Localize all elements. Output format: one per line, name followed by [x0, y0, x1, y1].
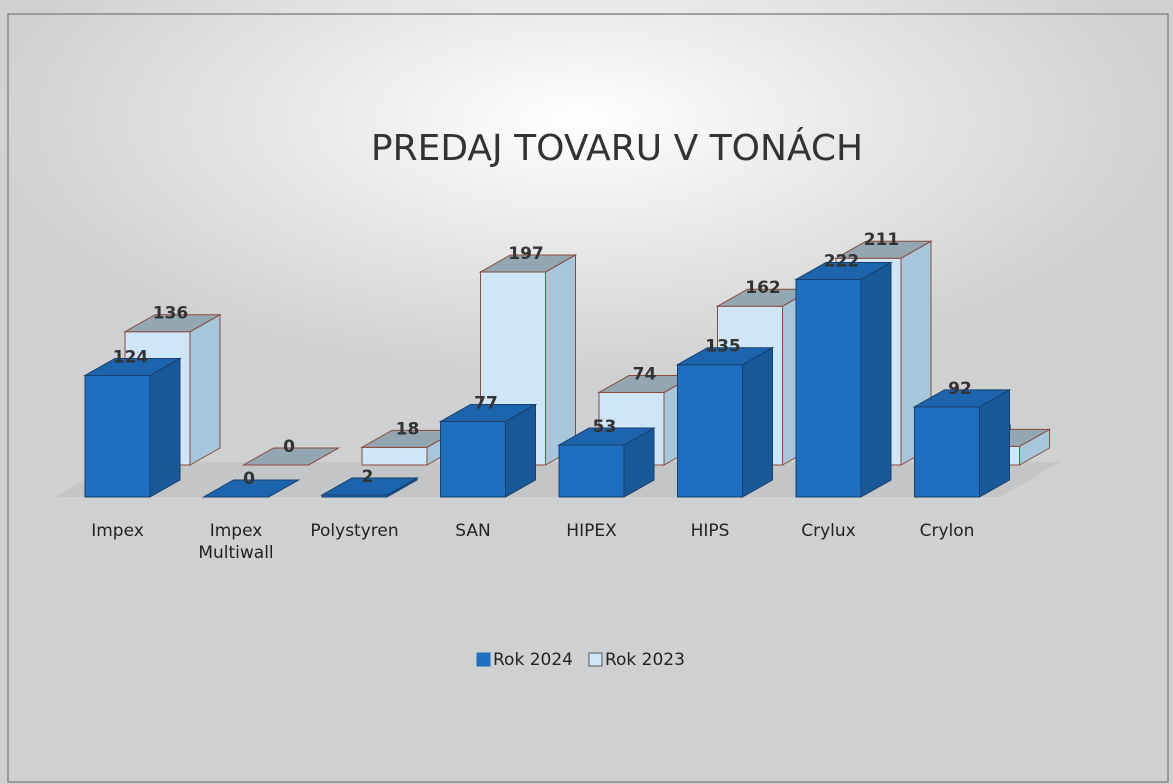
data-label: 222: [824, 251, 860, 271]
data-label: 136: [153, 304, 189, 324]
data-label: 197: [508, 244, 544, 264]
data-label: 18: [396, 419, 420, 439]
bar: [361, 446, 428, 466]
x-tick-label: SAN: [455, 521, 491, 541]
bar-side: [860, 261, 892, 498]
x-tick-label: Crylux: [801, 521, 856, 541]
bar: [440, 421, 506, 498]
legend-label: Rok 2023: [605, 650, 685, 670]
bar: [558, 444, 625, 498]
bar-side: [742, 346, 773, 498]
bar-top: [557, 427, 656, 446]
bar: [84, 374, 151, 498]
floor: [55, 462, 1060, 497]
data-label: 74: [633, 364, 657, 384]
data-label: 77: [474, 394, 498, 414]
data-label: 124: [113, 347, 149, 367]
x-tick-label: Crylon: [919, 521, 975, 541]
chart-title: PREDAJ TOVARU V TONÁCH: [371, 127, 863, 169]
bar-side: [189, 313, 221, 466]
data-label: 135: [705, 337, 741, 357]
bar-top: [675, 347, 775, 366]
legend-swatch: [476, 652, 491, 667]
bar: [677, 364, 743, 498]
bar-side: [149, 357, 181, 498]
bar-top: [794, 261, 893, 280]
x-tick-label: Impex: [91, 521, 144, 541]
bar-top: [83, 357, 182, 376]
bar-top: [241, 447, 341, 466]
bar: [795, 278, 862, 498]
bar-top: [834, 240, 933, 259]
data-label: 162: [745, 278, 781, 298]
bar-top: [912, 389, 1012, 408]
bar: [914, 406, 980, 498]
bar-top: [438, 404, 538, 423]
bar-side: [545, 254, 576, 466]
bar-top: [478, 254, 578, 273]
bar-top: [123, 314, 222, 333]
data-label: 2: [362, 467, 374, 487]
data-label: 53: [593, 417, 617, 437]
frame: [7, 13, 1169, 783]
x-tick-label: HIPEX: [566, 521, 617, 541]
data-label: 0: [283, 437, 295, 457]
legend-label: Rok 2024: [493, 650, 573, 670]
x-tick-label: HIPS: [690, 521, 730, 541]
data-label: 211: [864, 230, 900, 250]
x-tick-label: Impex Multiwall: [198, 521, 274, 563]
x-tick-label: Polystyren: [310, 521, 399, 541]
legend-swatch: [588, 652, 603, 667]
data-label: 92: [948, 379, 972, 399]
bar-top: [201, 479, 301, 498]
bar-side: [979, 388, 1010, 498]
data-label: 0: [243, 469, 255, 489]
bar-top: [320, 477, 419, 496]
